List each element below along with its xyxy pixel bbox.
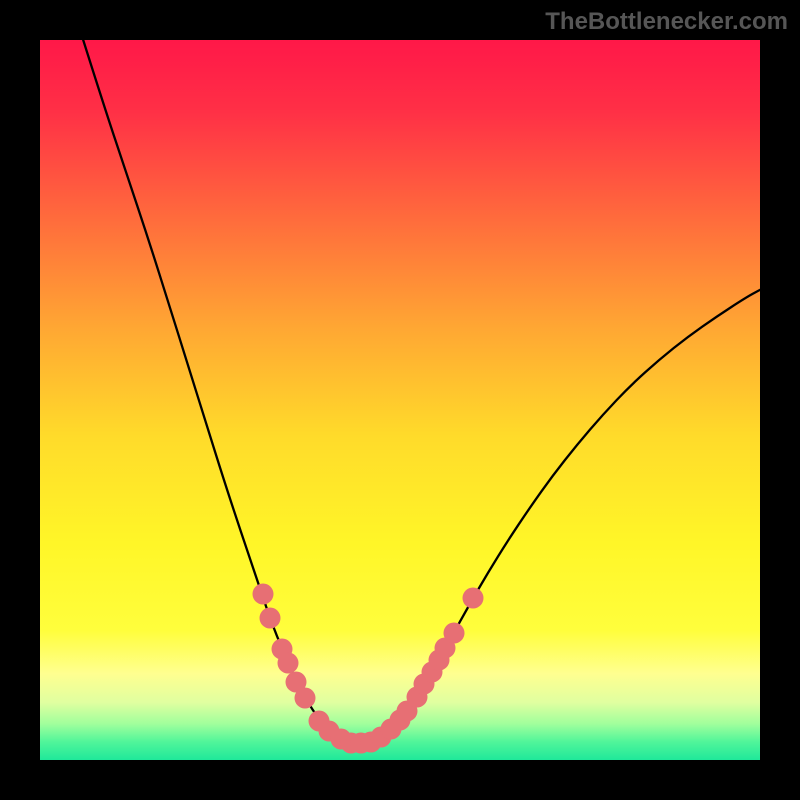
plot-area [40, 40, 760, 760]
data-marker [277, 652, 298, 673]
data-marker [294, 688, 315, 709]
chart-frame: TheBottlenecker.com [0, 0, 800, 800]
data-marker [444, 622, 465, 643]
bottleneck-curve [83, 40, 760, 743]
watermark-text: TheBottlenecker.com [545, 8, 788, 36]
data-marker [463, 588, 484, 609]
data-marker [253, 584, 274, 605]
data-marker [260, 608, 281, 629]
curve-layer [40, 40, 760, 760]
